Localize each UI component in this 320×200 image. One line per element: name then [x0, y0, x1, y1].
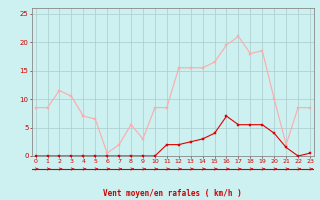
- Text: Vent moyen/en rafales ( km/h ): Vent moyen/en rafales ( km/h ): [103, 189, 242, 198]
